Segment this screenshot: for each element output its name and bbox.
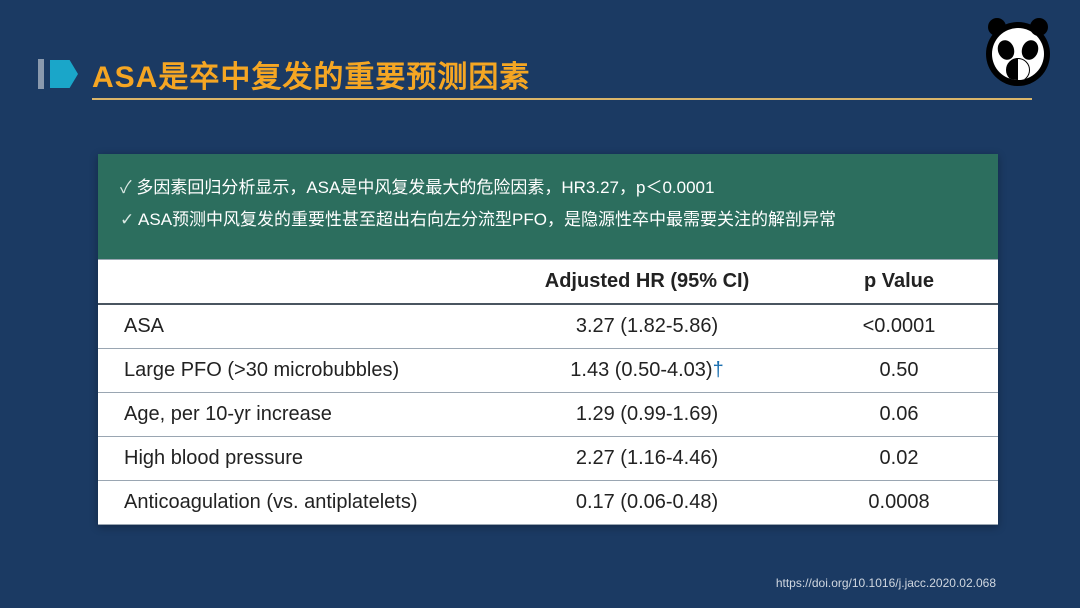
panda-logo-icon [986, 22, 1050, 86]
col-header-blank [98, 259, 494, 304]
cell-hr: 1.29 (0.99-1.69) [494, 392, 800, 436]
cell-hr: 2.27 (1.16-4.46) [494, 436, 800, 480]
table-header-row: Adjusted HR (95% CI) p Value [98, 259, 998, 304]
table-body: ASA3.27 (1.82-5.86)<0.0001Large PFO (>30… [98, 304, 998, 525]
cell-pvalue: 0.06 [800, 392, 998, 436]
edge-stripe-icon [38, 59, 44, 89]
title-bar: ASA是卒中复发的重要预测因素 [0, 52, 1080, 96]
cell-pvalue: 0.02 [800, 436, 998, 480]
title-bullet [38, 59, 92, 89]
table-row: Large PFO (>30 microbubbles)1.43 (0.50-4… [98, 348, 998, 392]
col-header-hr: Adjusted HR (95% CI) [494, 259, 800, 304]
cell-pvalue: 0.50 [800, 348, 998, 392]
table-row: High blood pressure2.27 (1.16-4.46)0.02 [98, 436, 998, 480]
content-panel: 多因素回归分析显示，ASA是中风复发最大的危险因素，HR3.27，p＜0.000… [98, 154, 998, 525]
cell-pvalue: <0.0001 [800, 304, 998, 349]
cell-label: High blood pressure [98, 436, 494, 480]
cell-label: Age, per 10-yr increase [98, 392, 494, 436]
summary-line-1: 多因素回归分析显示，ASA是中风复发最大的危险因素，HR3.27，p＜0.000… [120, 172, 976, 204]
title-underline [92, 98, 1032, 100]
cell-label: ASA [98, 304, 494, 349]
cell-label: Anticoagulation (vs. antiplatelets) [98, 480, 494, 524]
summary-line-2: ASA预测中风复发的重要性甚至超出右向左分流型PFO，是隐源性卒中最需要关注的解… [120, 204, 976, 236]
table-row: Age, per 10-yr increase1.29 (0.99-1.69)0… [98, 392, 998, 436]
cell-hr: 0.17 (0.06-0.48) [494, 480, 800, 524]
cell-label: Large PFO (>30 microbubbles) [98, 348, 494, 392]
cell-hr: 3.27 (1.82-5.86) [494, 304, 800, 349]
table-row: ASA3.27 (1.82-5.86)<0.0001 [98, 304, 998, 349]
cell-pvalue: 0.0008 [800, 480, 998, 524]
citation-text: https://doi.org/10.1016/j.jacc.2020.02.0… [776, 576, 996, 590]
cell-hr: 1.43 (0.50-4.03)† [494, 348, 800, 392]
dagger-icon: † [713, 359, 724, 381]
slide-title: ASA是卒中复发的重要预测因素 [92, 52, 530, 96]
summary-box: 多因素回归分析显示，ASA是中风复发最大的危险因素，HR3.27，p＜0.000… [98, 154, 998, 259]
hr-table: Adjusted HR (95% CI) p Value ASA3.27 (1.… [98, 259, 998, 525]
col-header-pvalue: p Value [800, 259, 998, 304]
table-row: Anticoagulation (vs. antiplatelets)0.17 … [98, 480, 998, 524]
arrow-pentagon-icon [50, 60, 78, 88]
